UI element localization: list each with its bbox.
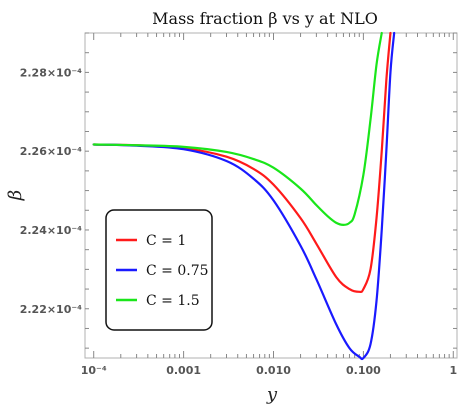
x-tick-label: 10⁻⁴ xyxy=(81,364,107,377)
x-tick-label: 0.100 xyxy=(346,364,381,377)
plot-frame xyxy=(84,32,458,359)
y-tick-label: 2.26×10⁻⁴ xyxy=(20,145,82,158)
y-tick-label: 2.22×10⁻⁴ xyxy=(20,303,82,316)
series-line-0 xyxy=(92,31,392,294)
series-layer xyxy=(92,31,396,361)
y-tick-label: 2.28×10⁻⁴ xyxy=(20,66,82,79)
legend: C = 1 C = 0.75 C = 1.5 xyxy=(105,209,213,331)
y-tick-label: 2.24×10⁻⁴ xyxy=(20,224,82,237)
y-axis-label: β xyxy=(5,190,26,201)
series-line-2 xyxy=(92,31,383,226)
chart-title: Mass fraction β vs y at NLO xyxy=(152,9,378,28)
series-line-1 xyxy=(92,31,396,361)
x-axis: 10⁻⁴ 0.001 0.010 0.100 1 xyxy=(81,33,457,377)
x-axis-label: y xyxy=(266,384,278,405)
legend-label: C = 0.75 xyxy=(146,263,209,279)
legend-label: C = 1 xyxy=(146,233,186,249)
x-tick-label: 0.001 xyxy=(166,364,201,377)
legend-label: C = 1.5 xyxy=(146,293,200,309)
x-tick-label: 0.010 xyxy=(256,364,291,377)
y-axis: 2.22×10⁻⁴ 2.24×10⁻⁴ 2.26×10⁻⁴ 2.28×10⁻⁴ xyxy=(20,32,457,349)
x-tick-label: 1 xyxy=(449,364,457,377)
